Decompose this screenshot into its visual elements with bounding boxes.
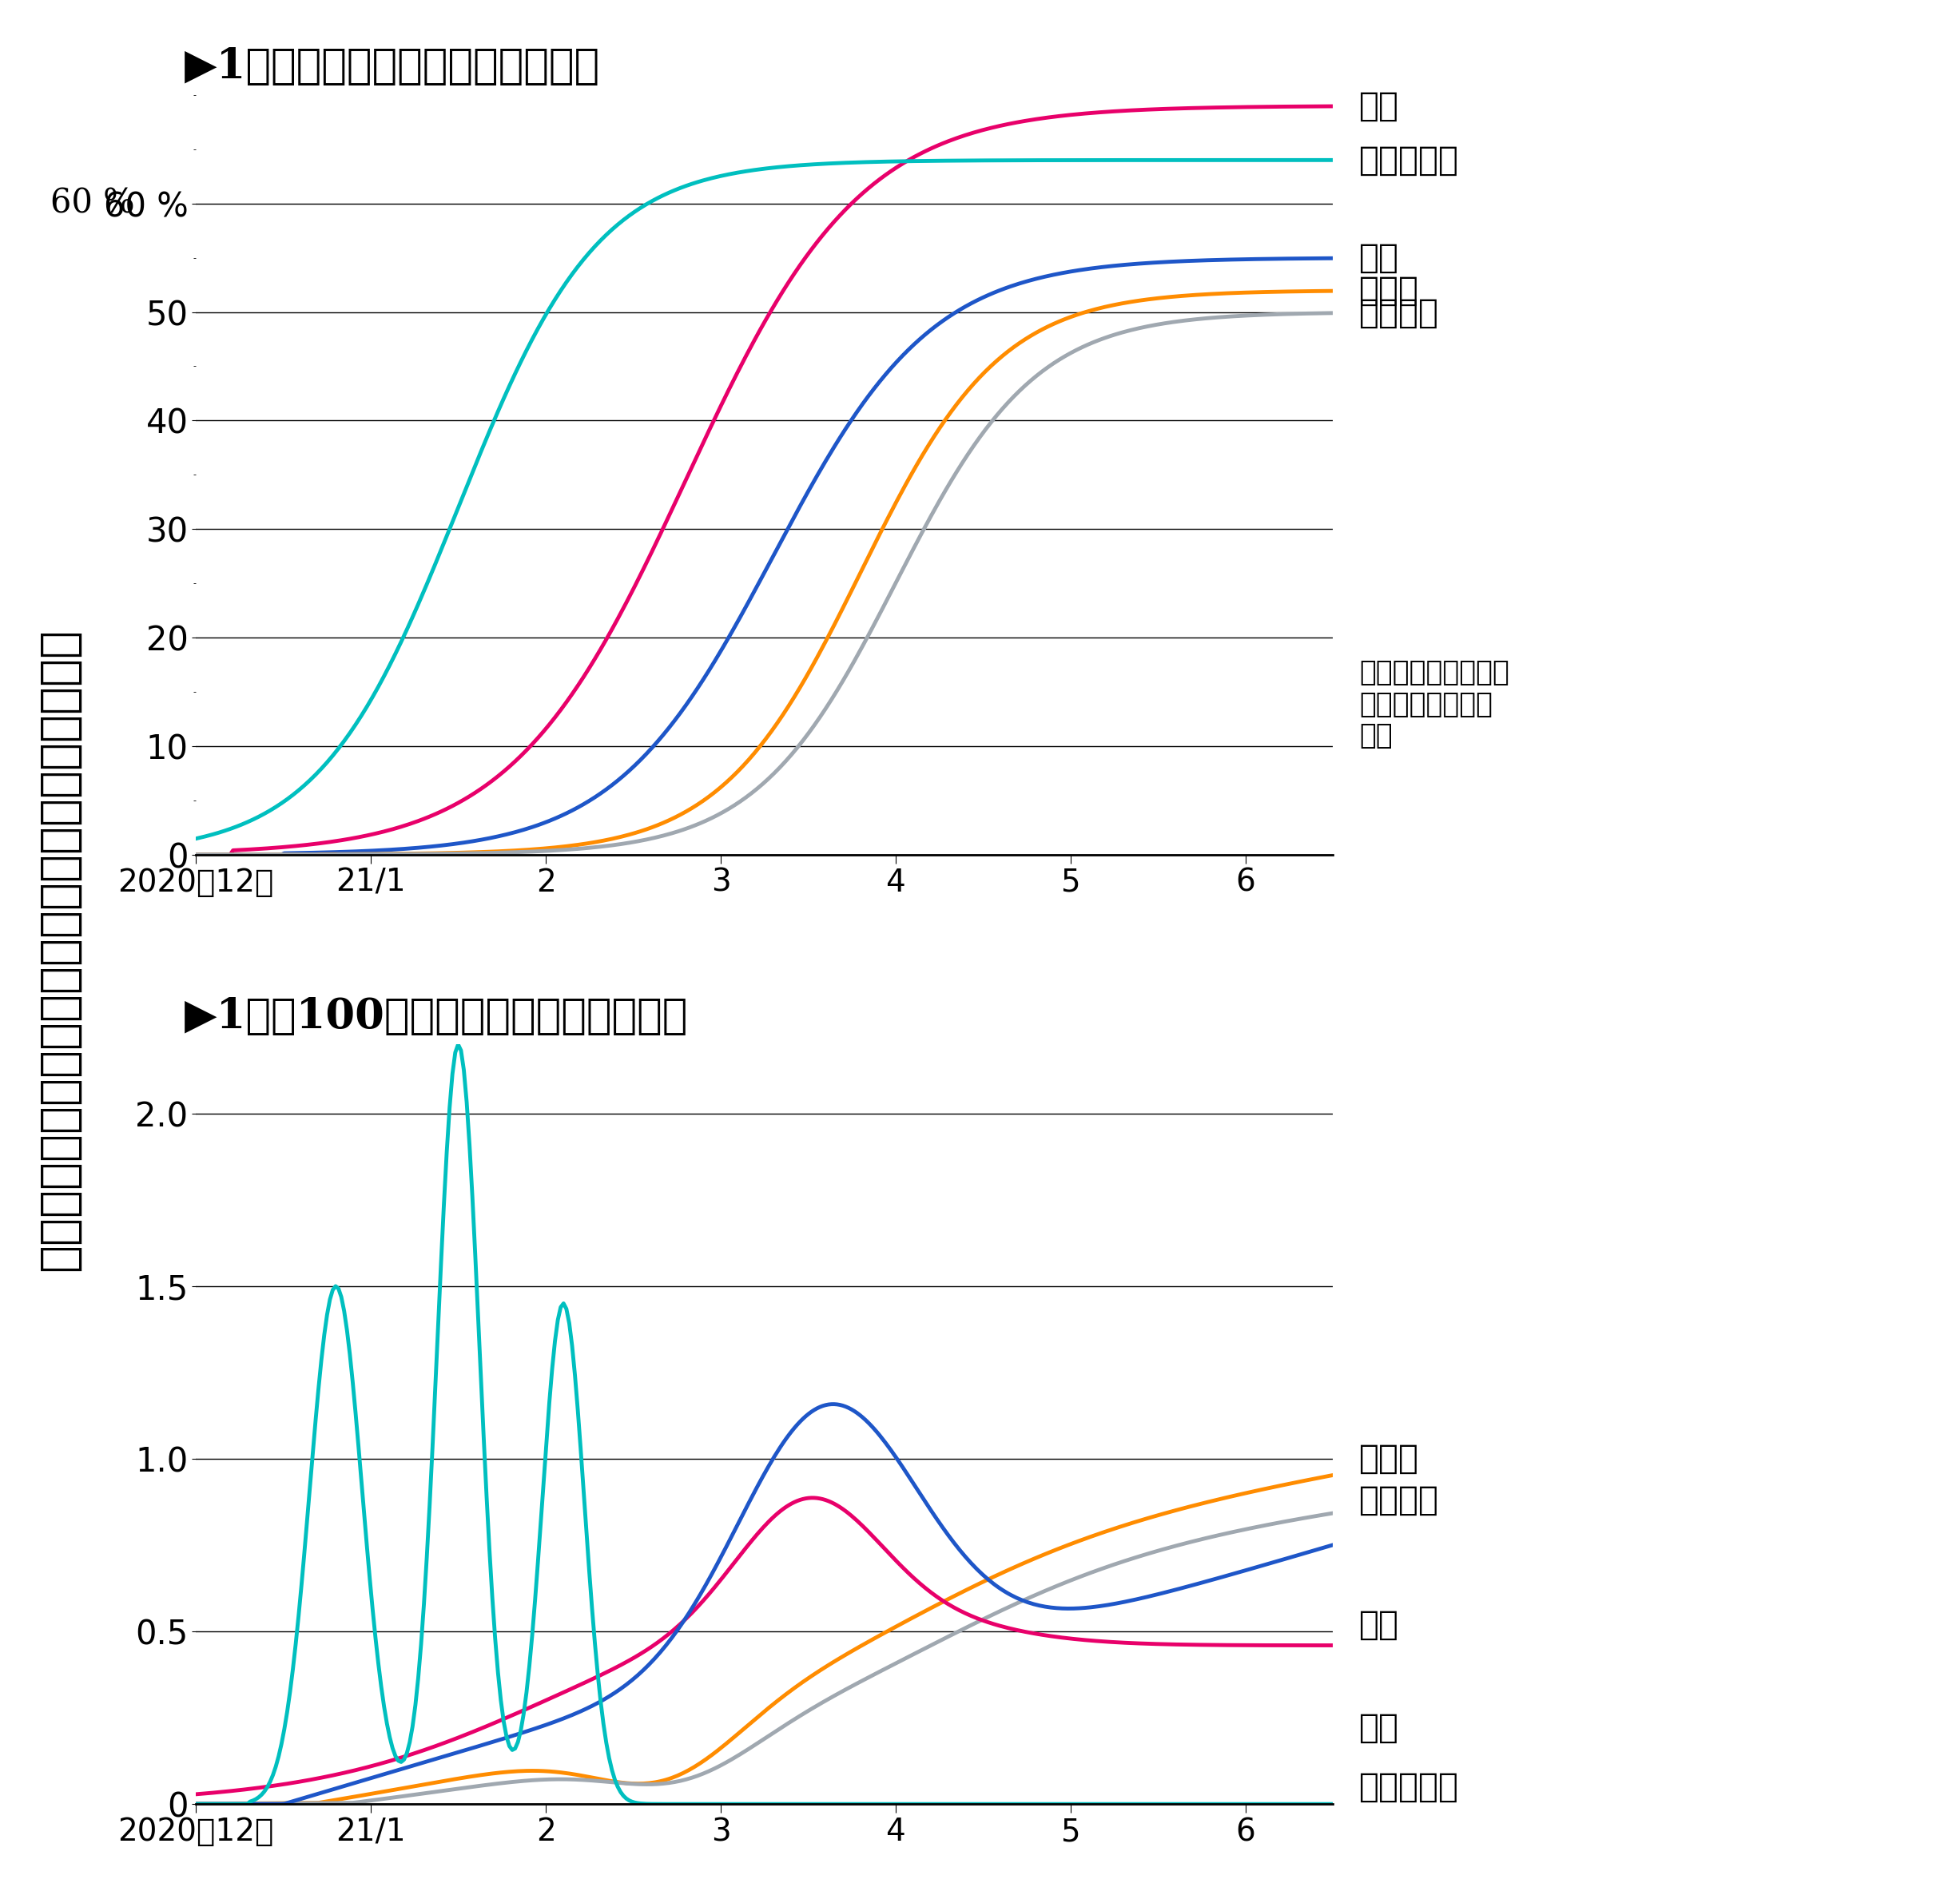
Text: イスラエル: イスラエル <box>1358 1770 1458 1804</box>
Text: フランス: フランス <box>1358 1483 1439 1517</box>
Text: 米国: 米国 <box>1358 1711 1399 1745</box>
Text: ▶1回以上接種した人の割合の推移: ▶1回以上接種した人の割合の推移 <box>184 46 600 87</box>
Text: イスラエルや米英のワクチン接種は伸び悩んでいる: イスラエルや米英のワクチン接種は伸び悩んでいる <box>37 629 80 1270</box>
Text: 米国: 米国 <box>1358 241 1399 275</box>
Text: 60 %: 60 % <box>51 186 135 220</box>
Text: ドイツ: ドイツ <box>1358 1441 1419 1476</box>
Text: ※アワー・ワールド
ド・イン・データ
から: ※アワー・ワールド ド・イン・データ から <box>1358 659 1509 750</box>
Text: フランス: フランス <box>1358 296 1439 330</box>
Text: イスラエル: イスラエル <box>1358 142 1458 177</box>
Text: 英国: 英国 <box>1358 89 1399 123</box>
Text: ドイツ: ドイツ <box>1358 273 1419 308</box>
Text: ▶1日の100人当たりの投与回数の推移: ▶1日の100人当たりの投与回数の推移 <box>184 995 688 1037</box>
Text: 英国: 英国 <box>1358 1608 1399 1641</box>
